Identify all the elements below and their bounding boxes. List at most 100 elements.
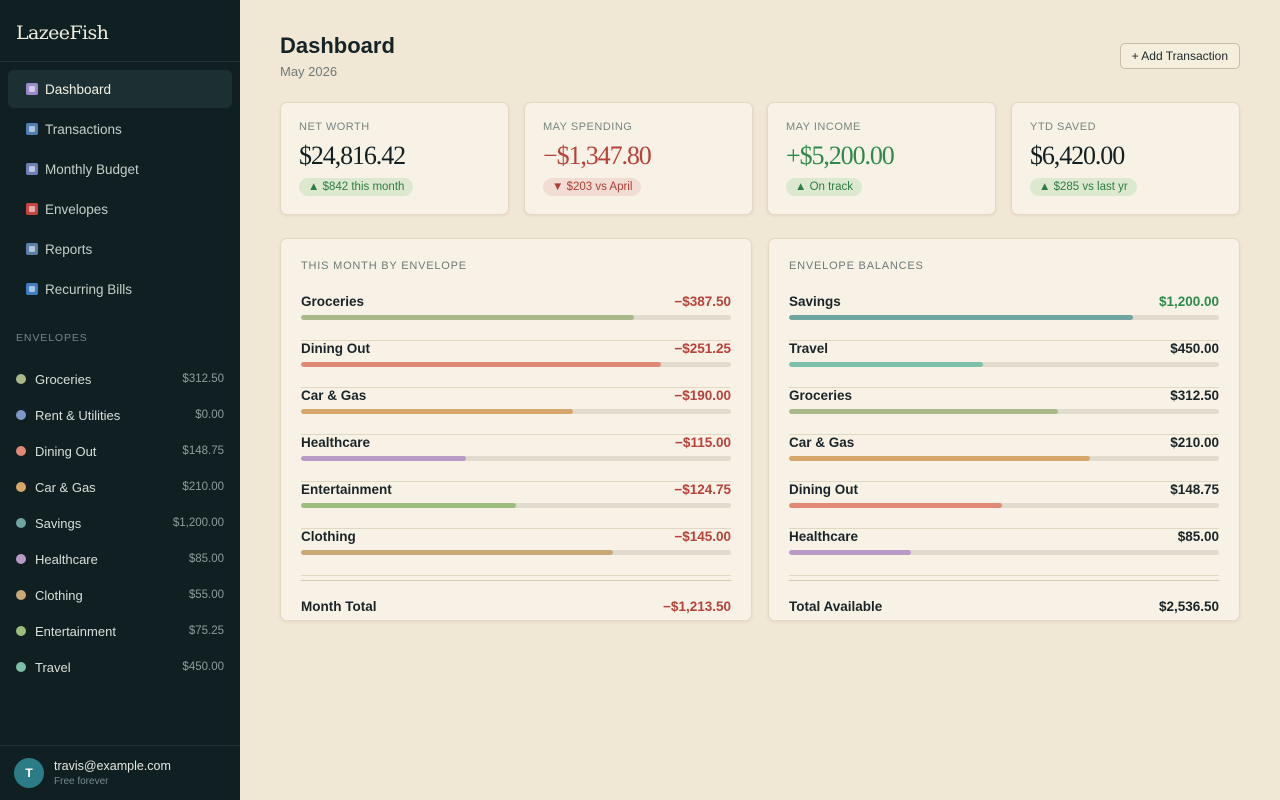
row-amount: $148.75 [1170,481,1219,497]
calendar-icon [26,163,38,175]
envelope-item-clothing[interactable]: Clothing $55.00 [0,577,240,613]
app-logo[interactable]: LazeeFish [0,0,240,62]
row-amount: $1,200.00 [1158,293,1219,309]
envelope-name: Entertainment [35,623,116,639]
stat-card-ytd-saved: YTD SAVED $6,420.00 ▲ $285 vs last yr [1011,102,1240,215]
progress-bar-fill [789,503,1003,508]
envelope-name: Savings [35,515,82,531]
envelope-amount: $1,200.00 [172,517,224,529]
progress-bar-fill [789,456,1090,461]
envelope-item-travel[interactable]: Travel $450.00 [0,649,240,685]
envelope-color-dot [16,374,26,384]
progress-bar [301,315,731,320]
stat-card-may-income: MAY INCOME +$5,200.00 ▲ On track [767,102,996,215]
row-name: Healthcare [789,528,859,544]
envelope-row-entertainment[interactable]: Entertainment −$124.75 [301,482,731,529]
envelopes-heading: ENVELOPES [16,332,88,344]
line-chart-icon [26,243,38,255]
progress-bar-fill [301,409,574,414]
envelope-item-groceries[interactable]: Groceries $312.50 [0,361,240,397]
envelope-row-travel[interactable]: Travel $450.00 [789,341,1219,388]
progress-bar-fill [301,456,466,461]
progress-bar-fill [789,409,1058,414]
stat-value: −$1,347.80 [543,141,652,170]
envelope-name: Car & Gas [35,479,96,495]
stat-label: MAY SPENDING [543,121,633,133]
nav-item-label: Recurring Bills [45,281,133,297]
progress-bar [789,362,1219,367]
envelope-color-dot [16,662,26,672]
envelope-row-savings[interactable]: Savings $1,200.00 [789,294,1219,341]
nav-item-dashboard[interactable]: Dashboard [8,70,232,108]
nav-item-reports[interactable]: Reports [8,230,232,268]
stat-badge: ▲ $842 this month [299,178,414,196]
row-amount: −$387.50 [674,293,731,309]
stat-value: $6,420.00 [1030,141,1125,170]
row-amount: −$115.00 [675,434,731,450]
page-subtitle: May 2026 [280,64,338,79]
total-amount: −$1,213.50 [663,599,731,614]
target-icon [26,203,38,215]
stat-value: $24,816.42 [299,141,406,170]
stat-badge: ▲ $285 vs last yr [1030,178,1137,196]
total-available-row: Total Available $2,536.50 [789,580,1219,614]
envelope-row-clothing[interactable]: Clothing −$145.00 [301,529,731,576]
envelope-row-car-and-gas[interactable]: Car & Gas $210.00 [789,435,1219,482]
user-email: travis@example.com [54,759,171,773]
nav-item-label: Dashboard [45,81,112,97]
stat-card-may-spending: MAY SPENDING −$1,347.80 ▼ $203 vs April [524,102,753,215]
envelope-row-groceries[interactable]: Groceries $312.50 [789,388,1219,435]
envelope-row-healthcare[interactable]: Healthcare −$115.00 [301,435,731,482]
page-title: Dashboard [280,33,395,58]
row-name: Car & Gas [301,387,367,403]
envelope-item-dining-out[interactable]: Dining Out $148.75 [0,433,240,469]
credit-card-icon [26,123,38,135]
row-name: Groceries [301,293,365,309]
row-amount: −$124.75 [674,481,731,497]
nav-item-recurring-bills[interactable]: Recurring Bills [8,270,232,308]
envelope-balances-panel: ENVELOPE BALANCES Savings $1,200.00 Travel… [768,238,1240,621]
envelope-item-healthcare[interactable]: Healthcare $85.00 [0,541,240,577]
progress-bar [301,456,731,461]
nav-item-label: Reports [45,241,93,257]
envelope-name: Healthcare [35,551,98,567]
nav-item-label: Envelopes [45,201,109,217]
envelope-item-rent-and-utilities[interactable]: Rent & Utilities $0.00 [0,397,240,433]
envelope-item-savings[interactable]: Savings $1,200.00 [0,505,240,541]
envelope-item-entertainment[interactable]: Entertainment $75.25 [0,613,240,649]
progress-bar [789,409,1219,414]
add-transaction-button[interactable]: + Add Transaction [1119,43,1240,69]
stat-value: +$5,200.00 [786,141,895,170]
progress-bar-fill [789,315,1133,320]
balance-rows: Savings $1,200.00 Travel $450.00 Groceries $3… [789,294,1219,576]
main-nav: Dashboard Transactions Monthly Budget En… [0,62,240,308]
row-amount: $85.00 [1177,528,1219,544]
progress-bar-fill [789,550,911,555]
progress-bar [301,409,731,414]
user-account[interactable]: T travis@example.com Free forever [0,745,240,800]
total-amount: $2,536.50 [1158,599,1219,614]
bar-chart-icon [26,83,38,95]
row-name: Dining Out [789,481,858,497]
envelope-list: Groceries $312.50 Rent & Utilities $0.00 Din… [0,361,240,685]
envelope-row-dining-out[interactable]: Dining Out $148.75 [789,482,1219,529]
stat-label: NET WORTH [299,121,370,133]
envelope-item-car-and-gas[interactable]: Car & Gas $210.00 [0,469,240,505]
stat-label: MAY INCOME [786,121,861,133]
envelope-row-groceries[interactable]: Groceries −$387.50 [301,294,731,341]
spending-rows: Groceries −$387.50 Dining Out −$251.25 Car &… [301,294,731,576]
envelope-color-dot [16,446,26,456]
nav-item-envelopes[interactable]: Envelopes [8,190,232,228]
row-amount: $450.00 [1170,340,1219,356]
envelope-row-dining-out[interactable]: Dining Out −$251.25 [301,341,731,388]
envelope-row-healthcare[interactable]: Healthcare $85.00 [789,529,1219,576]
row-name: Healthcare [301,434,371,450]
envelope-row-car-and-gas[interactable]: Car & Gas −$190.00 [301,388,731,435]
nav-item-transactions[interactable]: Transactions [8,110,232,148]
nav-item-monthly-budget[interactable]: Monthly Budget [8,150,232,188]
row-name: Dining Out [301,340,370,356]
row-amount: −$145.00 [674,528,731,544]
progress-bar [301,362,731,367]
row-name: Entertainment [301,481,392,497]
repeat-icon [26,283,38,295]
